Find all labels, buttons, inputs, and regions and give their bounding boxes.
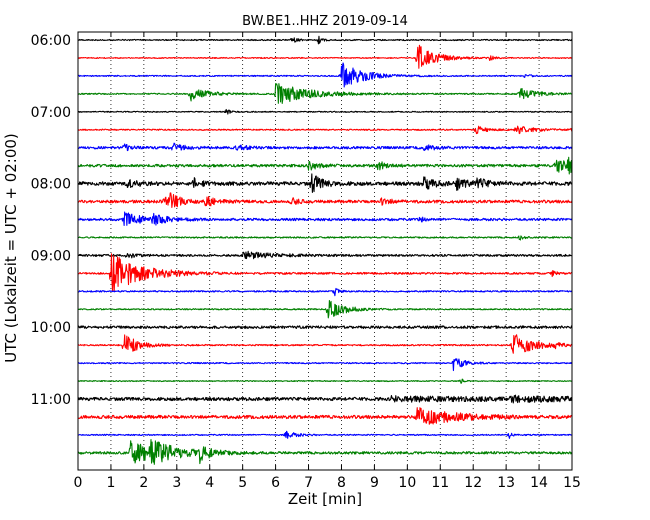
x-tick-label: 11 xyxy=(431,475,449,491)
trace-1100 xyxy=(77,394,573,404)
grid-lines xyxy=(110,32,540,470)
x-tick-label: 8 xyxy=(337,475,346,491)
trace-0730 xyxy=(77,142,573,152)
trace-1115 xyxy=(77,407,573,425)
y-tick-label: 09:00 xyxy=(31,248,71,264)
trace-0845 xyxy=(77,235,573,241)
trace-0930 xyxy=(77,287,573,297)
trace-0615 xyxy=(77,44,573,69)
trace-0600 xyxy=(77,35,573,45)
y-tick-label: 06:00 xyxy=(31,33,71,49)
traces xyxy=(77,35,573,465)
y-axis-ticks: 06:00 07:00 08:00 09:00 10:00 11:00 xyxy=(31,33,83,408)
trace-1130 xyxy=(77,430,573,439)
trace-0700 xyxy=(77,108,573,115)
plot-frame xyxy=(77,31,573,471)
trace-0800 xyxy=(77,173,573,193)
trace-0715 xyxy=(77,125,573,135)
x-tick-label: 4 xyxy=(205,475,214,491)
trace-0745 xyxy=(77,156,573,175)
x-tick-label: 10 xyxy=(398,475,416,491)
trace-0830 xyxy=(77,211,573,226)
x-tick-label: 7 xyxy=(304,475,313,491)
y-tick-label: 08:00 xyxy=(31,177,71,193)
x-tick-label: 13 xyxy=(497,475,515,491)
trace-0900 xyxy=(77,250,573,260)
trace-0645 xyxy=(77,83,573,104)
x-tick-label: 5 xyxy=(238,475,247,491)
trace-0915 xyxy=(77,253,573,292)
x-tick-label: 6 xyxy=(271,475,280,491)
y-tick-label: 07:00 xyxy=(31,105,71,121)
x-axis-ticks: 0 1 2 3 4 5 6 7 8 9 10 11 12 13 14 15 xyxy=(74,32,581,491)
x-axis-label: Zeit [min] xyxy=(288,490,362,508)
x-tick-label: 14 xyxy=(530,475,548,491)
y-axis-label: UTC (Lokalzeit = UTC + 02:00) xyxy=(2,133,20,363)
trace-1145 xyxy=(77,438,573,465)
trace-0815 xyxy=(77,192,573,209)
y-tick-label: 10:00 xyxy=(31,320,71,336)
x-tick-label: 3 xyxy=(172,475,181,491)
chart-title: BW.BE1..HHZ 2019-09-14 xyxy=(242,14,408,29)
trace-1045 xyxy=(77,378,573,384)
trace-1015 xyxy=(77,334,573,354)
trace-0945 xyxy=(78,300,573,319)
x-tick-label: 0 xyxy=(74,475,83,491)
trace-1030 xyxy=(77,358,573,372)
x-tick-label: 15 xyxy=(563,475,581,491)
x-tick-label: 12 xyxy=(464,475,482,491)
x-tick-label: 9 xyxy=(370,475,379,491)
x-tick-label: 2 xyxy=(139,475,148,491)
trace-0630 xyxy=(77,62,573,88)
trace-1000 xyxy=(77,325,573,330)
x-tick-label: 1 xyxy=(106,475,115,491)
y-tick-label: 11:00 xyxy=(31,392,71,408)
